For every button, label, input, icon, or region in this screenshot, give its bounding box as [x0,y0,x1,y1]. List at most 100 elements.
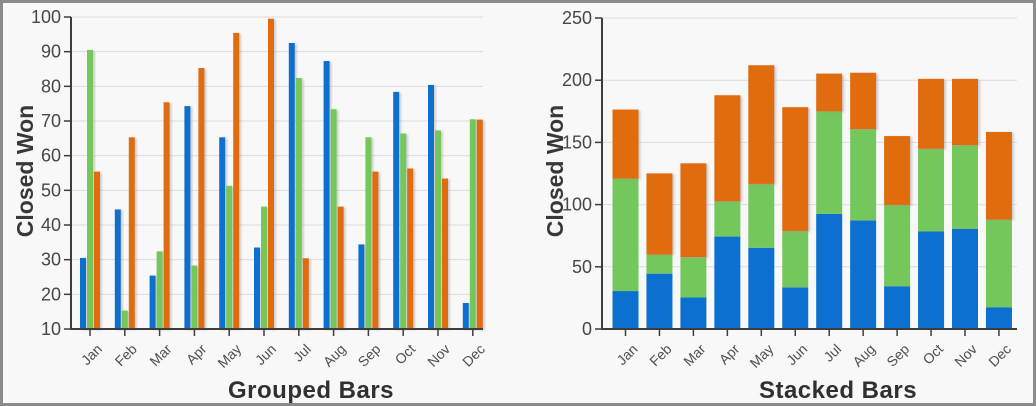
x-tick-label-mar: Mar [146,341,175,370]
segment-feb-series-2[interactable] [646,254,673,274]
segment-sep-series-2[interactable] [884,204,911,287]
bar-apr-series-2[interactable] [191,265,198,329]
segment-jun-series-3[interactable] [782,107,809,231]
segment-may-series-1[interactable] [748,247,775,329]
segment-mar-series-1[interactable] [680,297,707,329]
segment-sep-series-1[interactable] [884,286,911,329]
segment-may-series-2[interactable] [748,183,775,248]
bar-jun-series-3[interactable] [268,18,274,329]
x-tick-label-may: May [214,341,244,371]
stacked-bars-plot: Jan Feb Mar Apr May Jun Jul Aug Sep Oct Nov Dec 0 50 1… [562,8,1017,371]
bar-dec-series-3[interactable] [476,119,483,329]
segment-jul-series-1[interactable] [816,213,843,329]
segment-feb-series-1[interactable] [646,273,673,329]
bar-mar-series-3[interactable] [163,102,170,329]
y-tick-label-10: 10 [41,319,61,339]
bar-jul-series-1[interactable] [288,43,295,329]
segment-oct-series-3[interactable] [918,78,945,149]
x-tick-label-may: May [746,341,776,371]
segment-apr-series-1[interactable] [714,236,741,329]
segment-jan-series-2[interactable] [612,178,639,292]
bar-jan-series-3[interactable] [94,171,100,329]
segment-sep-series-3[interactable] [884,136,911,205]
y-tick-label-250: 250 [562,8,592,28]
grouped-bars-plot: Jan Feb Mar Apr May Jun Jul Aug Sep Oct Nov Dec 10 20… [31,7,488,371]
bar-jan-series-2[interactable] [87,49,93,330]
segment-dec-series-3[interactable] [985,131,1012,220]
segment-apr-series-2[interactable] [714,201,741,237]
segment-nov-series-3[interactable] [952,78,978,146]
x-tick-label-sep: Sep [355,341,384,370]
bar-nov-series-1[interactable] [428,84,434,329]
bar-dec-series-2[interactable] [469,119,476,330]
segment-jun-series-2[interactable] [782,230,809,288]
bar-jan-series-1[interactable] [80,257,86,329]
y-tick-label-50: 50 [41,180,61,200]
bar-apr-series-1[interactable] [184,106,191,329]
segment-jan-series-3[interactable] [612,109,639,179]
segment-jul-series-2[interactable] [816,111,843,214]
bar-aug-series-2[interactable] [330,109,337,330]
bar-jul-series-3[interactable] [302,258,309,329]
bar-mar-series-1[interactable] [149,275,156,329]
segment-feb-series-3[interactable] [646,173,673,255]
bar-may-series-1[interactable] [219,137,226,329]
segment-may-series-3[interactable] [748,65,775,184]
segment-aug-series-2[interactable] [850,129,877,221]
bar-sep-series-2[interactable] [365,137,372,329]
x-tick-label-dec: Dec [985,341,1014,370]
bar-mar-series-2[interactable] [156,251,163,329]
x-tick-label-jan: Jan [78,341,105,368]
segment-jan-series-1[interactable] [612,291,639,329]
x-tick-label-jul: Jul [820,341,844,365]
segment-nov-series-2[interactable] [952,145,978,229]
x-tick-label-feb: Feb [112,341,141,370]
bar-nov-series-2[interactable] [435,130,441,329]
bar-jun-series-1[interactable] [254,247,260,329]
y-tick-label-20: 20 [41,284,61,304]
segment-nov-series-1[interactable] [952,228,978,329]
bar-feb-series-1[interactable] [114,209,121,329]
y-tick-label-40: 40 [41,215,61,235]
bar-feb-series-2[interactable] [121,310,128,329]
segment-jul-series-3[interactable] [816,73,843,112]
bar-dec-series-1[interactable] [462,303,469,329]
bar-jul-series-2[interactable] [295,78,302,329]
bar-oct-series-1[interactable] [393,91,400,329]
x-tick-label-jul: Jul [290,341,314,365]
bar-nov-series-3[interactable] [442,178,448,329]
x-tick-label-nov: Nov [951,341,980,370]
segment-oct-series-1[interactable] [918,231,945,329]
bar-aug-series-3[interactable] [337,206,344,329]
segment-dec-series-2[interactable] [985,219,1012,308]
grouped-y-axis-title: Closed Won [12,104,38,238]
bar-aug-series-1[interactable] [323,61,330,329]
segment-aug-series-1[interactable] [850,220,877,329]
bar-may-series-2[interactable] [226,185,233,329]
bar-may-series-3[interactable] [233,32,240,329]
x-tick-label-aug: Aug [320,341,349,370]
stacked-chart-title: Stacked Bars [758,377,918,404]
segment-oct-series-2[interactable] [918,148,945,232]
x-tick-label-jun: Jun [252,341,279,368]
segment-dec-series-1[interactable] [985,307,1012,329]
x-tick-label-dec: Dec [459,341,488,370]
y-tick-label-100: 100 [31,7,61,27]
x-tick-label-apr: Apr [716,341,743,368]
segment-aug-series-3[interactable] [850,72,877,130]
segment-apr-series-3[interactable] [714,95,741,202]
bar-apr-series-3[interactable] [198,67,205,330]
bar-jun-series-2[interactable] [261,206,267,329]
bar-feb-series-3[interactable] [128,137,135,329]
bar-oct-series-2[interactable] [400,133,407,329]
y-tick-label-70: 70 [41,111,61,131]
stacked-y-axis-title: Closed Won [542,104,568,238]
segment-jun-series-1[interactable] [782,287,809,329]
segment-mar-series-3[interactable] [680,163,707,258]
segment-mar-series-2[interactable] [680,257,707,298]
bar-oct-series-3[interactable] [407,168,414,329]
x-tick-label-oct: Oct [919,341,946,368]
bar-sep-series-3[interactable] [372,171,379,329]
bar-sep-series-1[interactable] [358,244,365,329]
